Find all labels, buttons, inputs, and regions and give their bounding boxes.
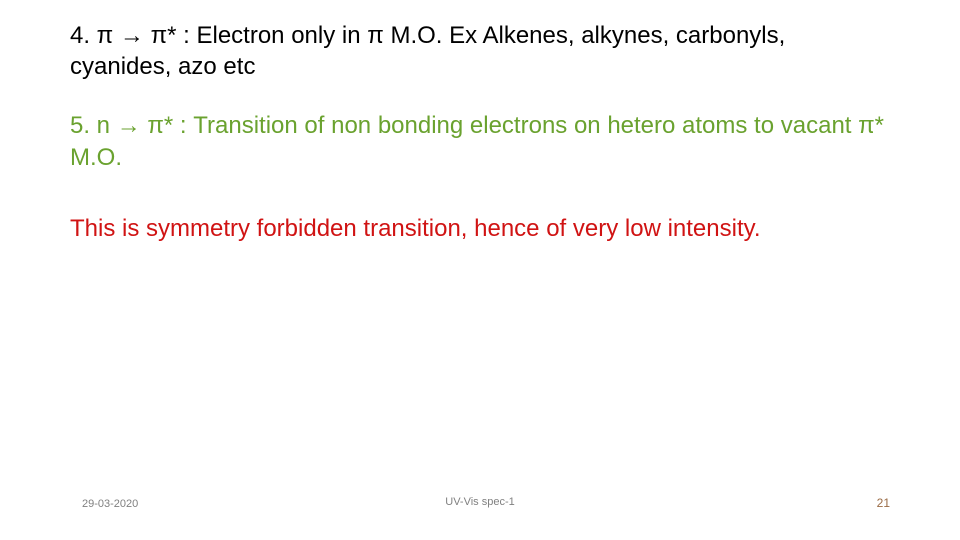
footer-page-number: 21 [877, 496, 890, 510]
slide-content: 4. π → π* : Electron only in π M.O. Ex A… [0, 0, 960, 540]
symmetry-note-text: This is symmetry forbidden transition, h… [70, 213, 890, 244]
footer-title: UV-Vis spec-1 [445, 496, 515, 508]
transition-5-text: 5. n → π* : Transition of non bonding el… [70, 110, 890, 172]
transition-4-text: 4. π → π* : Electron only in π M.O. Ex A… [70, 20, 890, 82]
footer-date: 29-03-2020 [82, 498, 138, 510]
slide-footer: 29-03-2020 UV-Vis spec-1 21 [0, 496, 960, 510]
